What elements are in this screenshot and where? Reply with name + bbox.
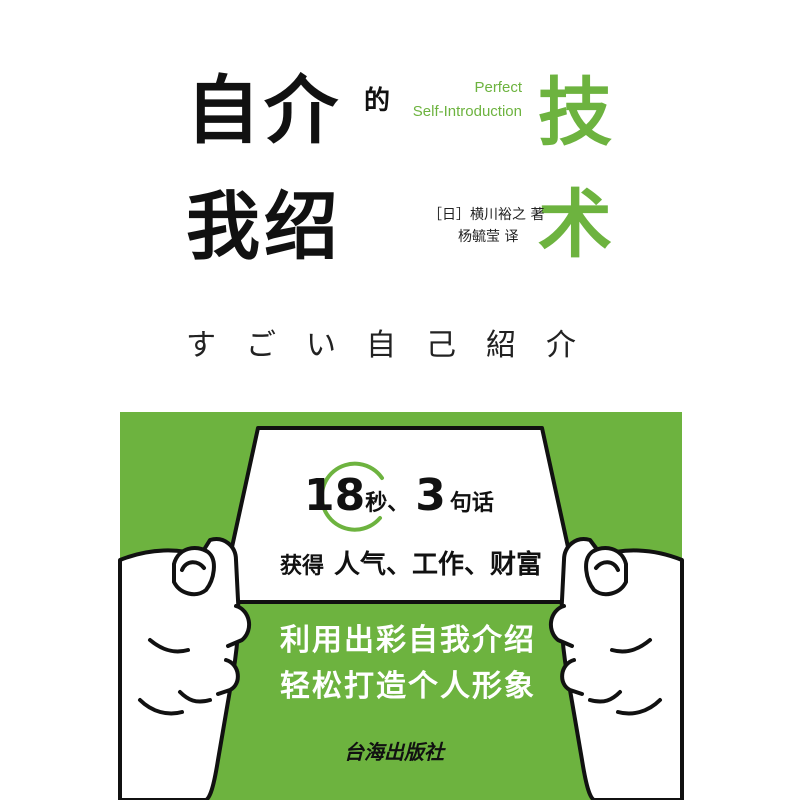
title-particle: 的 bbox=[364, 86, 391, 116]
author-line: ［日］横川裕之 著 bbox=[428, 207, 545, 223]
seconds-unit: 秒、 bbox=[365, 491, 410, 516]
author-block: ［日］横川裕之 著 杨毓莹 译 bbox=[428, 204, 544, 248]
slogan: 利用出彩自我介绍 轻松打造个人形象 bbox=[280, 618, 536, 710]
slogan-line-1: 利用出彩自我介绍 bbox=[280, 623, 536, 658]
sentences-unit: 句话 bbox=[449, 491, 494, 516]
publisher-logo: 台海出版社 bbox=[344, 740, 444, 764]
japanese-title: すごい自己紹介 bbox=[186, 328, 606, 363]
card-subline-prefix: 获得 bbox=[280, 554, 325, 579]
english-title-line-2: Self-Introduction bbox=[412, 103, 522, 120]
translator-line: 杨毓莹 译 bbox=[458, 229, 519, 245]
title-green-1: 技 bbox=[538, 70, 612, 156]
highlight-ring-icon bbox=[319, 461, 384, 532]
sentences-number: 3 bbox=[415, 470, 446, 521]
slogan-line-2: 轻松打造个人形象 bbox=[280, 669, 536, 704]
title-green-2: 术 bbox=[538, 182, 612, 268]
english-title: Perfect Self-Introduction bbox=[400, 76, 522, 124]
title-line-1: 自介 bbox=[186, 68, 342, 154]
title-line-2: 我绍 bbox=[186, 184, 342, 270]
card-headline: 18 秒、 3 句话 bbox=[304, 470, 494, 526]
right-hand-icon bbox=[548, 537, 684, 800]
left-hand-icon bbox=[118, 537, 252, 800]
english-title-line-1: Perfect bbox=[474, 79, 522, 96]
card-subline-main: 人气、工作、财富 bbox=[334, 550, 543, 580]
card-subline: 获得 人气、工作、财富 bbox=[280, 544, 542, 581]
seconds-number: 18 bbox=[304, 470, 366, 521]
